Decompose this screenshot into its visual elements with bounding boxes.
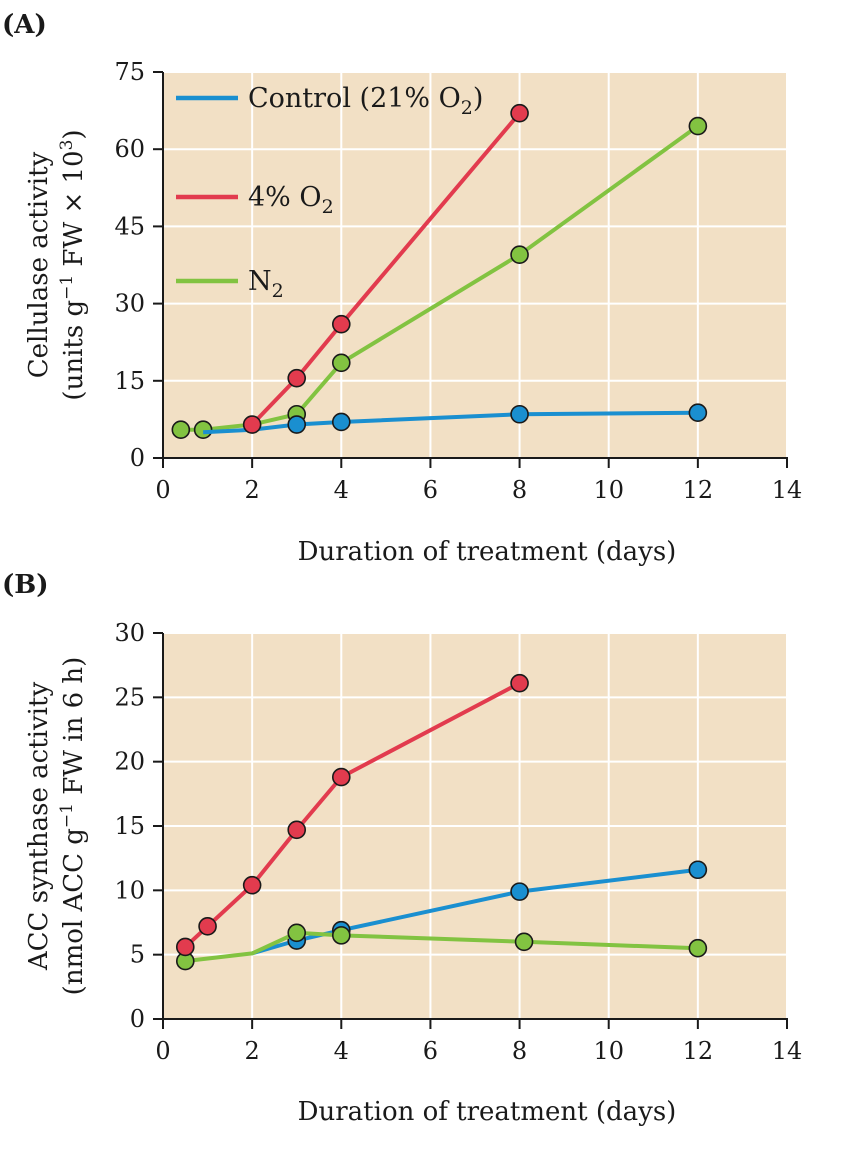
panel-b: (B) 0 2 4 6 8 10 12 14 0 5 10 15 20 25 30 Duration of tr… — [2, 570, 802, 1127]
data-point — [688, 403, 708, 423]
legend-text: Control (21% O — [248, 83, 461, 114]
data-point — [287, 923, 307, 943]
y-tick-label: 10 — [114, 876, 145, 904]
x-tick-label: 14 — [772, 476, 803, 504]
legend-text: ) — [473, 83, 484, 114]
legend-sub: 2 — [322, 196, 334, 218]
y-tick-label: 20 — [114, 748, 145, 776]
data-point — [510, 673, 529, 693]
data-point — [193, 420, 213, 439]
y-units-text: ) — [59, 129, 89, 139]
y-tick-label: 0 — [130, 444, 145, 472]
legend-sub: 2 — [461, 97, 473, 119]
y-tick-label: 15 — [114, 812, 145, 840]
x-axis-title: Duration of treatment (days) — [298, 1097, 677, 1127]
y-units-sup: −1 — [57, 803, 77, 828]
data-point — [287, 415, 307, 434]
series-line — [203, 410, 698, 435]
data-point — [331, 412, 351, 432]
x-tick-label: 14 — [772, 1037, 803, 1065]
gridlines — [163, 71, 788, 458]
data-point — [331, 767, 351, 787]
data-point — [510, 882, 529, 901]
data-point — [242, 875, 262, 895]
data-point — [510, 245, 529, 265]
gridlines — [163, 632, 788, 1019]
data-point — [175, 937, 195, 957]
legend-item-control: Control (21% O2) — [176, 83, 483, 119]
legend-label: 4% O2 — [248, 182, 334, 218]
y-tick-label: 30 — [114, 290, 145, 318]
x-tick-label: 12 — [683, 1037, 714, 1065]
data-point — [510, 103, 529, 123]
data-point — [242, 415, 262, 434]
x-tick-label: 12 — [683, 476, 714, 504]
panel-label: (A) — [2, 10, 47, 40]
data-point — [510, 404, 529, 424]
data-point — [287, 820, 307, 840]
y-tick-label: 30 — [114, 619, 145, 647]
legend-sub: 2 — [272, 280, 284, 302]
series-control — [203, 403, 708, 435]
data-point — [331, 926, 351, 945]
x-tick-label: 8 — [512, 476, 527, 504]
legend-item-n2: N2 — [176, 266, 284, 302]
x-tick-label: 4 — [334, 476, 349, 504]
panel-a: (A) 0 2 4 6 8 10 12 14 0 15 30 45 60 75 Duration of tre… — [2, 10, 802, 567]
y-axis-title-units: (nmol ACC g−1 FW in 6 h) — [57, 657, 89, 996]
x-tick-label: 8 — [512, 1037, 527, 1065]
legend-label: N2 — [248, 266, 284, 302]
series-line — [250, 111, 522, 426]
series-n2 — [175, 923, 708, 971]
y-units-text: (nmol ACC g — [59, 828, 89, 995]
data-point — [688, 116, 708, 136]
legend-text: N — [248, 266, 272, 297]
y-tick-label: 60 — [114, 135, 145, 163]
x-tick-label: 10 — [593, 476, 624, 504]
y-units-text: FW × 10 — [59, 150, 89, 274]
data-point — [688, 860, 708, 880]
data-point — [688, 938, 708, 958]
data-point — [331, 353, 351, 373]
legend-label: Control (21% O2) — [248, 83, 483, 119]
series-line — [185, 930, 698, 964]
y-axis-title: Cellulase activity — [24, 151, 54, 378]
y-units-sup: 3 — [57, 140, 77, 151]
series-o2-4 — [242, 103, 529, 434]
series-o2-4 — [175, 673, 529, 957]
data-point — [287, 368, 307, 388]
series-n2 — [171, 116, 708, 439]
data-point — [514, 932, 534, 952]
x-tick-label: 2 — [245, 1037, 260, 1065]
y-tick-label: 25 — [114, 683, 145, 711]
data-point — [331, 314, 351, 334]
y-units-sup: −1 — [57, 275, 77, 300]
legend-text: 4% O — [248, 182, 322, 213]
x-tick-label: 0 — [155, 1037, 170, 1065]
y-tick-label: 75 — [114, 58, 145, 86]
x-tick-label: 10 — [593, 1037, 624, 1065]
y-axis-title-units: (units g−1 FW × 103) — [57, 129, 89, 400]
y-units-text: (units g — [59, 300, 89, 401]
y-tick-label: 15 — [114, 367, 145, 395]
y-axis-title: ACC synthase activity — [24, 682, 54, 972]
y-tick-label: 0 — [130, 1005, 145, 1033]
x-tick-label: 6 — [423, 1037, 438, 1065]
x-tick-label: 2 — [245, 476, 260, 504]
x-tick-label: 4 — [334, 1037, 349, 1065]
legend-item-o2-4: 4% O2 — [176, 182, 334, 218]
y-tick-label: 45 — [114, 212, 145, 240]
data-point — [171, 420, 191, 439]
panel-label: (B) — [2, 570, 49, 600]
data-point — [198, 917, 217, 936]
x-tick-label: 6 — [423, 476, 438, 504]
x-tick-label: 0 — [155, 476, 170, 504]
y-tick-label: 5 — [130, 941, 145, 969]
x-axis-title: Duration of treatment (days) — [298, 537, 677, 567]
y-units-text: FW in 6 h) — [59, 657, 89, 803]
